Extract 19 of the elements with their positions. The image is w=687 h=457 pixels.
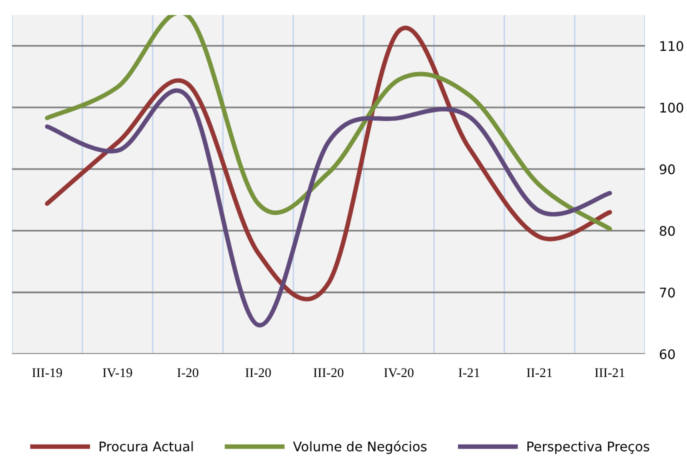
legend-label: Perspectiva Preços [527,441,650,454]
x-tick-label: III-21 [594,368,624,378]
y-tick-label: 90 [660,164,675,174]
x-tick-label: II-21 [526,368,552,378]
x-tick-label: IV-19 [102,368,132,378]
y-tick-label: 100 [660,102,684,113]
y-tick-label: 110 [660,41,684,52]
legend-label: Procura Actual [100,441,193,452]
y-tick-label: 60 [660,349,675,360]
y-tick-label: 80 [660,226,675,236]
legend-label: Volume de Negócios [293,440,427,454]
x-tick-label: II-20 [245,368,271,378]
x-tick-label: I-20 [177,368,198,378]
line-series [44,15,612,232]
x-tick-label: III-20 [314,368,344,378]
x-tick-label: III-19 [32,368,62,378]
x-tick-label: I-21 [458,368,480,378]
y-tick-label: 70 [660,288,675,298]
x-tick-label: IV-20 [384,368,414,378]
